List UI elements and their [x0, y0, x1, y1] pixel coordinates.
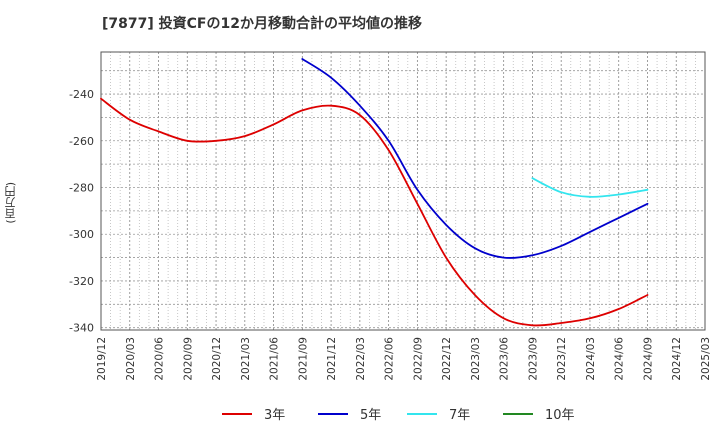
x-tick-label: 2022/09 [412, 337, 424, 381]
x-tick-label: 2023/09 [527, 337, 539, 381]
x-tick-label: 2021/06 [269, 337, 281, 381]
x-tick-label: 2024/12 [671, 337, 683, 381]
x-tick-label: 2024/09 [642, 337, 654, 381]
x-tick-label: 2020/03 [125, 337, 137, 381]
legend: 3年 5年 7年 10年 [222, 408, 575, 423]
series-line-1 [100, 97, 649, 327]
series-line-2 [301, 58, 649, 259]
x-tick-label: 2020/09 [182, 337, 194, 381]
series-lines [100, 58, 649, 327]
legend-label-2: 5年 [360, 408, 381, 423]
x-tick-label: 2023/06 [499, 337, 511, 381]
grid-lines [100, 51, 706, 331]
y-tick-label: -340 [69, 322, 94, 335]
chart-title: [7877] 投資CFの12か月移動合計の平均値の推移 [102, 16, 422, 32]
y-tick-label: -240 [69, 88, 94, 101]
series-line-3 [531, 177, 649, 198]
x-tick-label: 2025/03 [700, 337, 712, 381]
x-tick-label: 2024/03 [585, 337, 597, 381]
y-tick-label: -320 [69, 275, 94, 288]
x-tick-labels: 2019/12 2020/03 2020/06 2020/09 2020/12 2021/… [96, 337, 712, 381]
x-tick-label: 2023/12 [556, 337, 568, 381]
y-tick-label: -260 [69, 135, 94, 148]
legend-label-3: 7年 [449, 408, 470, 423]
y-tick-labels: -340 -320 -300 -280 -260 -240 [69, 88, 94, 335]
x-tick-label: 2021/12 [326, 337, 338, 381]
x-tick-label: 2020/12 [211, 337, 223, 381]
y-tick-label: -300 [69, 228, 94, 241]
x-tick-label: 2020/06 [154, 337, 166, 381]
x-tick-label: 2022/12 [441, 337, 453, 381]
x-tick-label: 2021/09 [297, 337, 309, 381]
legend-label-4: 10年 [545, 408, 575, 423]
x-tick-label: 2021/03 [240, 337, 252, 381]
x-tick-label: 2022/06 [384, 337, 396, 381]
x-tick-label: 2019/12 [96, 337, 108, 381]
plot-frame [100, 51, 706, 331]
y-tick-label: -280 [69, 181, 94, 194]
x-tick-label: 2024/06 [614, 337, 626, 381]
x-tick-label: 2023/03 [470, 337, 482, 381]
x-tick-label: 2022/03 [355, 337, 367, 381]
legend-label-1: 3年 [264, 408, 285, 423]
